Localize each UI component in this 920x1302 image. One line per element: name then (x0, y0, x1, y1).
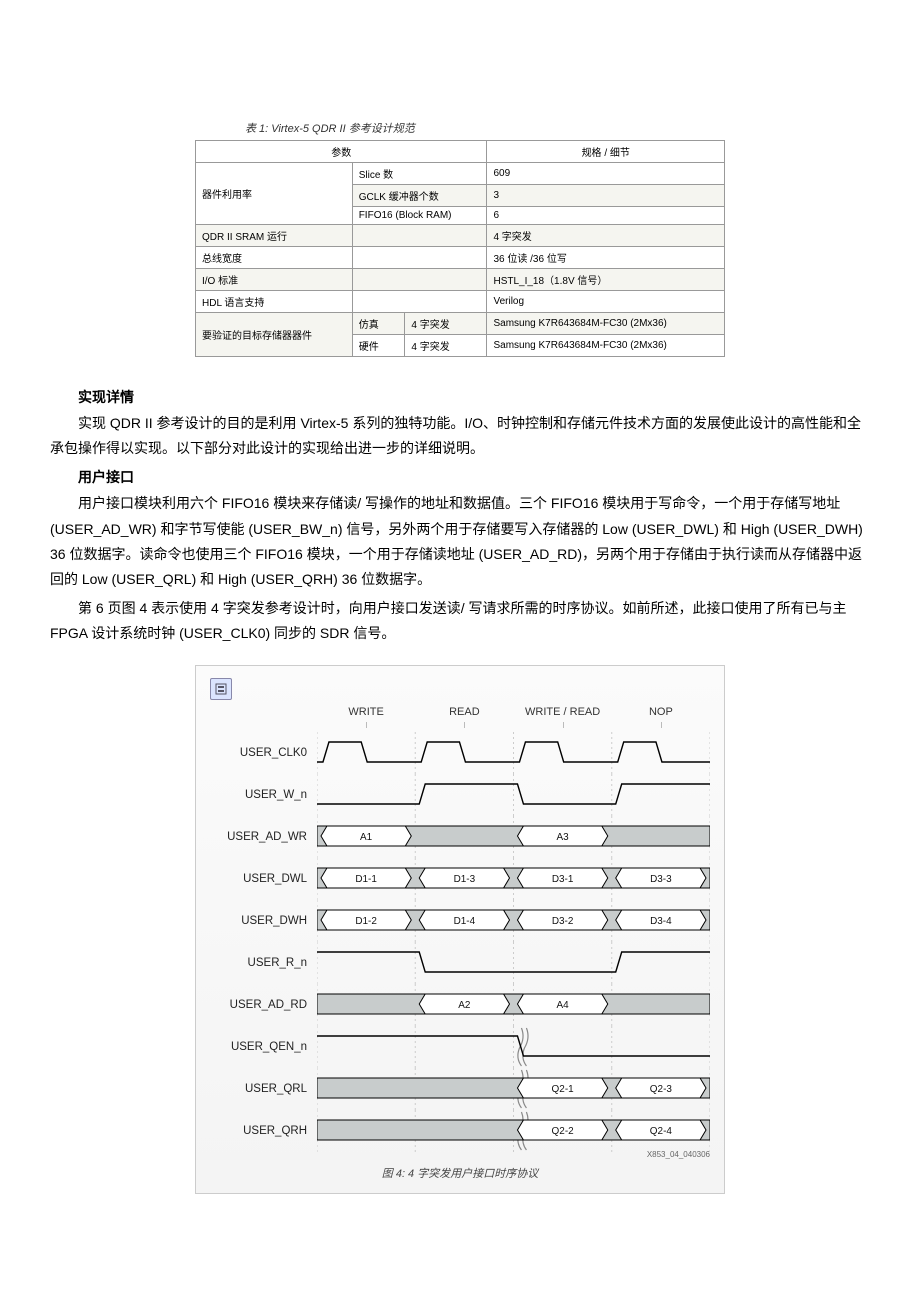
signal-label: USER_CLK0 (210, 747, 317, 759)
spec-table: 参数 规格 / 细节 器件利用率 Slice 数 609 GCLK 缓冲器个数 … (195, 140, 725, 357)
td-sub (352, 225, 487, 247)
td-sub: GCLK 缓冲器个数 (352, 185, 487, 207)
signal-row: USER_W_n (210, 774, 710, 816)
section-head-ui: 用户接口 (50, 467, 870, 487)
signal-label: USER_AD_RD (210, 999, 317, 1011)
svg-text:Q2-4: Q2-4 (650, 1125, 673, 1136)
phase-label: WRITE (317, 706, 415, 726)
td-spec: Samsung K7R643684M-FC30 (2Mx36) (487, 313, 725, 335)
td-param: QDR II SRAM 运行 (196, 225, 353, 247)
td-param: 器件利用率 (196, 163, 353, 225)
table-caption: 表 1: Virtex-5 QDR II 参考设计规范 (245, 120, 870, 136)
signal-label: USER_DWH (210, 915, 317, 927)
paragraph: 用户接口模块利用六个 FIFO16 模块来存储读/ 写操作的地址和数据值。三个 … (50, 491, 870, 592)
signal-label: USER_W_n (210, 789, 317, 801)
td-spec: HSTL_I_18（1.8V 信号） (487, 269, 725, 291)
signal-wave: D1-1 D1-3 D3-1 D3-3 (317, 858, 710, 900)
diagram-icon (210, 678, 232, 700)
svg-text:A3: A3 (557, 831, 570, 842)
timing-diagram: WRITE READ WRITE / READ NOP USER_CLK0 USE… (195, 665, 725, 1194)
td-sub (352, 269, 487, 291)
signal-label: USER_DWL (210, 873, 317, 885)
signal-row: USER_QRL Q2-1 Q2-3 (210, 1068, 710, 1110)
td-spec: Samsung K7R643684M-FC30 (2Mx36) (487, 335, 725, 357)
signal-row: USER_DWH D1-2 D1-4 D3-2 D3-4 (210, 900, 710, 942)
td-spec: Verilog (487, 291, 725, 313)
phase-label: READ (415, 706, 513, 726)
signal-label: USER_QEN_n (210, 1041, 317, 1053)
signal-label: USER_QRL (210, 1083, 317, 1095)
td-sub: 硬件 (352, 335, 405, 357)
svg-text:D3-4: D3-4 (650, 915, 672, 926)
td-param: HDL 语言支持 (196, 291, 353, 313)
signal-row: USER_AD_WR A1 A3 (210, 816, 710, 858)
td-param: 要验证的目标存储器器件 (196, 313, 353, 357)
svg-text:A4: A4 (557, 999, 570, 1010)
signal-label: USER_QRH (210, 1125, 317, 1137)
paragraph: 第 6 页图 4 表示使用 4 字突发参考设计时，向用户接口发送读/ 写请求所需… (50, 596, 870, 646)
svg-text:D1-2: D1-2 (355, 915, 377, 926)
phase-label: NOP (612, 706, 710, 726)
svg-text:D3-3: D3-3 (650, 873, 672, 884)
figure-caption: 图 4: 4 字突发用户接口时序协议 (210, 1165, 710, 1185)
signal-wave (317, 774, 710, 816)
td-param: I/O 标准 (196, 269, 353, 291)
svg-text:D1-3: D1-3 (454, 873, 476, 884)
th-spec: 规格 / 细节 (487, 141, 725, 163)
svg-text:A1: A1 (360, 831, 373, 842)
signal-row: USER_DWL D1-1 D1-3 D3-1 D3-3 (210, 858, 710, 900)
signal-wave: A2 A4 (317, 984, 710, 1026)
svg-text:D3-2: D3-2 (552, 915, 574, 926)
td-sub (352, 291, 487, 313)
td-spec: 6 (487, 207, 725, 225)
svg-text:D1-4: D1-4 (454, 915, 476, 926)
signal-row: USER_CLK0 (210, 732, 710, 774)
paragraph: 实现 QDR II 参考设计的目的是利用 Virtex-5 系列的独特功能。I/… (50, 411, 870, 461)
signal-wave (317, 732, 710, 774)
svg-text:Q2-3: Q2-3 (650, 1083, 673, 1094)
td-spec: 4 字突发 (487, 225, 725, 247)
svg-text:A2: A2 (458, 999, 471, 1010)
signal-label: USER_R_n (210, 957, 317, 969)
td-spec: 36 位读 /36 位写 (487, 247, 725, 269)
svg-text:Q2-1: Q2-1 (552, 1083, 575, 1094)
td-sub (352, 247, 487, 269)
td-sub: 4 字突发 (405, 335, 487, 357)
td-spec: 609 (487, 163, 725, 185)
td-sub: Slice 数 (352, 163, 487, 185)
signal-wave: A1 A3 (317, 816, 710, 858)
svg-text:D1-1: D1-1 (355, 873, 377, 884)
td-sub: 4 字突发 (405, 313, 487, 335)
signal-wave: Q2-2 Q2-4 (317, 1110, 710, 1152)
td-sub: 仿真 (352, 313, 405, 335)
svg-text:D3-1: D3-1 (552, 873, 574, 884)
signal-row: USER_R_n (210, 942, 710, 984)
signal-wave (317, 942, 710, 984)
signal-row: USER_QRH Q2-2 Q2-4 (210, 1110, 710, 1152)
section-head-impl: 实现详情 (50, 387, 870, 407)
signal-wave: Q2-1 Q2-3 (317, 1068, 710, 1110)
signal-wave (317, 1026, 710, 1068)
phase-label: WRITE / READ (514, 706, 612, 726)
td-sub: FIFO16 (Block RAM) (352, 207, 487, 225)
signal-wave: D1-2 D1-4 D3-2 D3-4 (317, 900, 710, 942)
th-param: 参数 (196, 141, 487, 163)
signal-label: USER_AD_WR (210, 831, 317, 843)
signal-row: USER_QEN_n (210, 1026, 710, 1068)
signal-row: USER_AD_RD A2 A4 (210, 984, 710, 1026)
td-param: 总线宽度 (196, 247, 353, 269)
svg-text:Q2-2: Q2-2 (552, 1125, 575, 1136)
phase-labels: WRITE READ WRITE / READ NOP (317, 706, 710, 726)
td-spec: 3 (487, 185, 725, 207)
